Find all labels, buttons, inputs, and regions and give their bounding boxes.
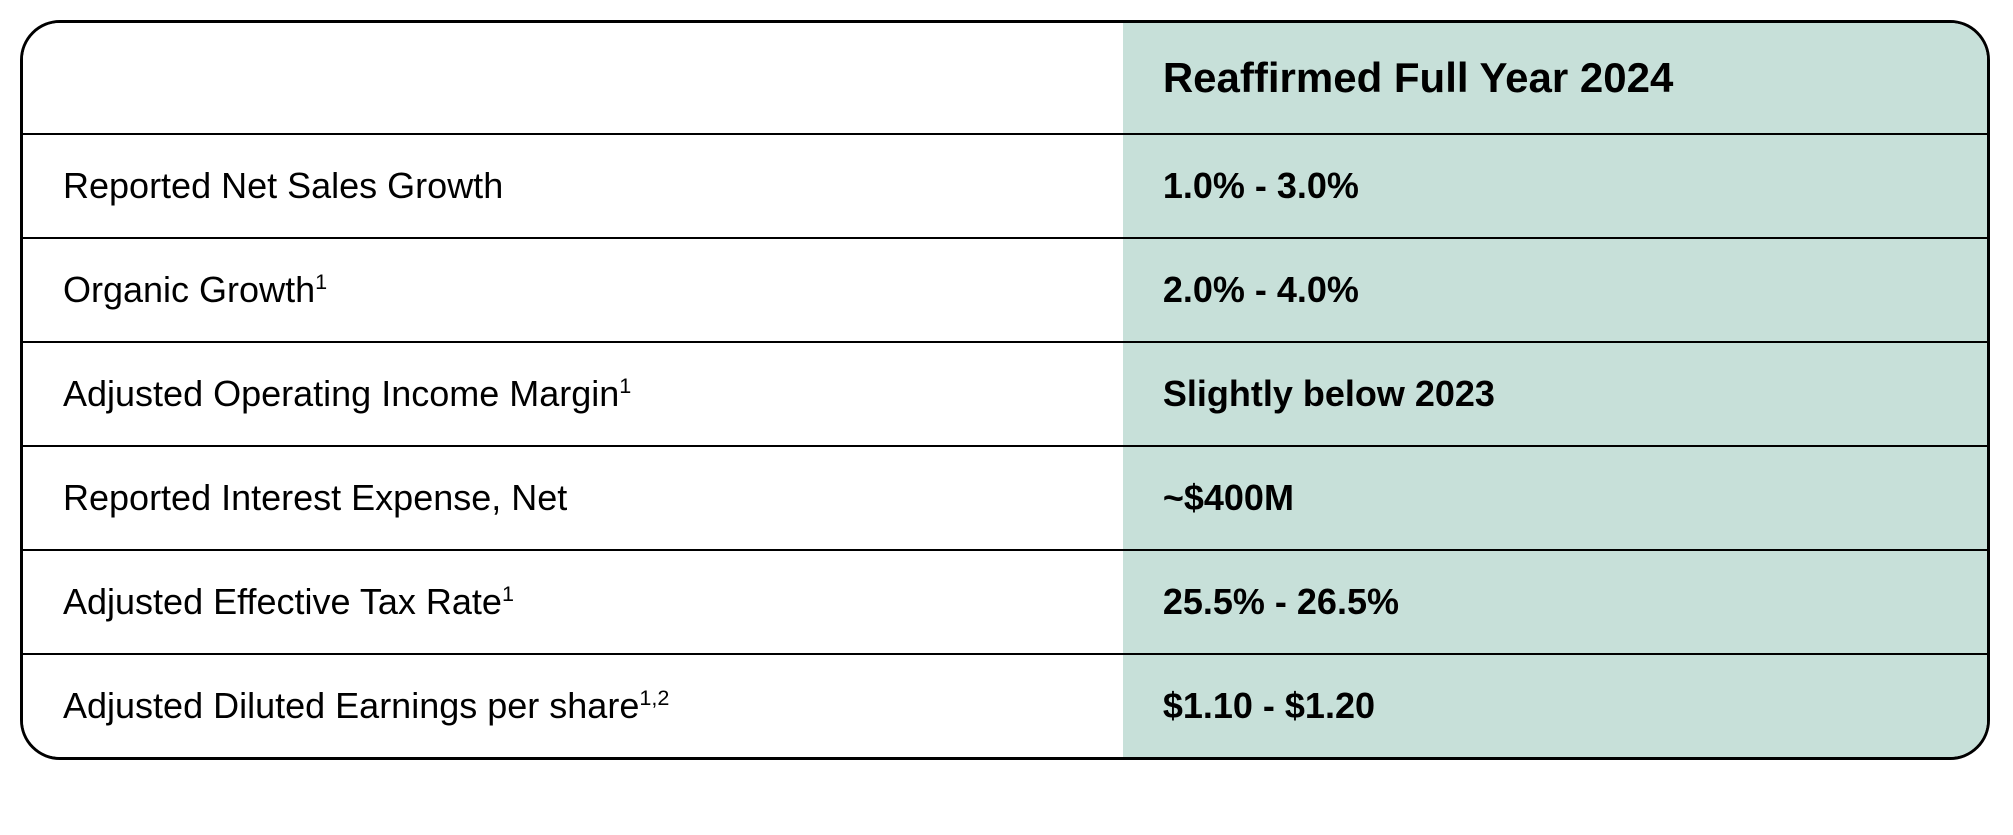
header-cell-left <box>23 23 1123 133</box>
table-row: Reported Interest Expense, Net ~$400M <box>23 447 1987 551</box>
table-row: Reported Net Sales Growth 1.0% - 3.0% <box>23 135 1987 239</box>
metric-label: Reported Net Sales Growth <box>23 135 1123 237</box>
metric-superscript: 1,2 <box>639 685 669 710</box>
metric-superscript: 1 <box>619 373 631 398</box>
metric-label: Adjusted Effective Tax Rate1 <box>23 551 1123 653</box>
metric-label-text: Adjusted Diluted Earnings per share <box>63 685 639 726</box>
header-cell-right: Reaffirmed Full Year 2024 <box>1123 23 1987 133</box>
table-header-row: Reaffirmed Full Year 2024 <box>23 23 1987 135</box>
metric-value: 1.0% - 3.0% <box>1123 135 1987 237</box>
metric-value: $1.10 - $1.20 <box>1123 655 1987 757</box>
metric-label-text: Organic Growth <box>63 269 315 310</box>
metric-label: Reported Interest Expense, Net <box>23 447 1123 549</box>
metric-label-text: Adjusted Effective Tax Rate <box>63 581 502 622</box>
metric-value: ~$400M <box>1123 447 1987 549</box>
table-row: Organic Growth1 2.0% - 4.0% <box>23 239 1987 343</box>
metric-superscript: 1 <box>315 269 327 294</box>
guidance-table: Reaffirmed Full Year 2024 Reported Net S… <box>20 20 1990 760</box>
metric-value: Slightly below 2023 <box>1123 343 1987 445</box>
metric-label: Organic Growth1 <box>23 239 1123 341</box>
metric-label-text: Adjusted Operating Income Margin <box>63 373 619 414</box>
metric-value: 25.5% - 26.5% <box>1123 551 1987 653</box>
metric-label-text: Reported Interest Expense, Net <box>63 477 567 518</box>
metric-label: Adjusted Operating Income Margin1 <box>23 343 1123 445</box>
metric-label: Adjusted Diluted Earnings per share1,2 <box>23 655 1123 757</box>
table-row: Adjusted Effective Tax Rate1 25.5% - 26.… <box>23 551 1987 655</box>
table-row: Adjusted Diluted Earnings per share1,2 $… <box>23 655 1987 757</box>
metric-superscript: 1 <box>502 581 514 606</box>
metric-value: 2.0% - 4.0% <box>1123 239 1987 341</box>
table-row: Adjusted Operating Income Margin1 Slight… <box>23 343 1987 447</box>
metric-label-text: Reported Net Sales Growth <box>63 165 503 206</box>
